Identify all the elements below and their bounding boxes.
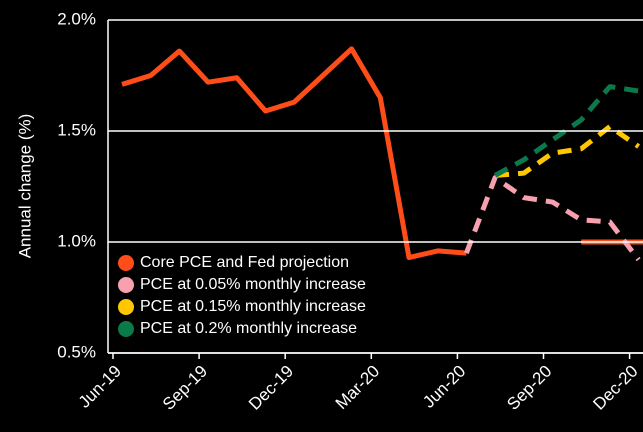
legend-label: Core PCE and Fed projection xyxy=(140,254,349,271)
y-tick-label: 0.5% xyxy=(57,342,96,361)
x-tick-label: Sep-19 xyxy=(159,362,211,414)
x-tick-label: Jun-20 xyxy=(419,362,469,412)
x-tick-label: Sep-20 xyxy=(503,362,555,414)
legend-label: PCE at 0.2% monthly increase xyxy=(140,320,357,337)
x-tick-label: Mar-20 xyxy=(332,362,384,414)
line-series xyxy=(494,124,641,178)
plot-area xyxy=(121,46,643,262)
x-tick-label: Dec-20 xyxy=(589,362,641,414)
y-tick-label: 1.0% xyxy=(57,231,96,250)
legend-swatch xyxy=(118,277,134,293)
line-series xyxy=(464,175,641,262)
legend-swatch xyxy=(118,321,134,337)
legend-label: PCE at 0.05% monthly increase xyxy=(140,276,366,293)
y-tick-label: 1.5% xyxy=(57,120,96,139)
legend-label: PCE at 0.15% monthly increase xyxy=(140,298,366,315)
legend-swatch xyxy=(118,299,134,315)
y-axis-label: Annual change (%) xyxy=(15,114,34,259)
legend-swatch xyxy=(118,255,134,271)
x-tick-label: Jun-19 xyxy=(75,362,125,412)
x-tick-label: Dec-19 xyxy=(245,362,297,414)
line-series xyxy=(493,84,639,178)
y-tick-label: 2.0% xyxy=(57,9,96,28)
